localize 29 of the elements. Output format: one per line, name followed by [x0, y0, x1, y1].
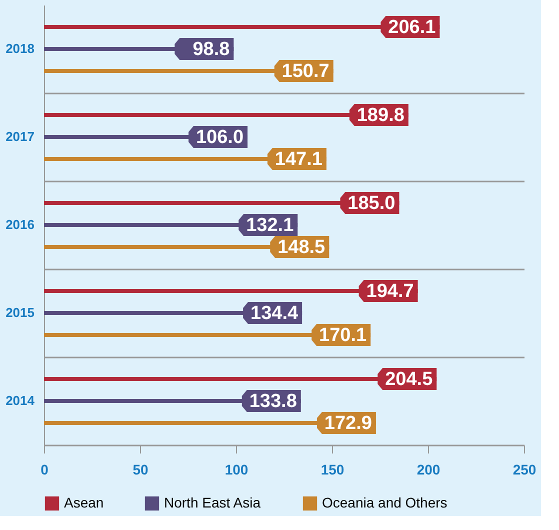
- y-tick-label: 2017: [6, 129, 34, 144]
- data-label: 98.8: [192, 39, 230, 60]
- data-label: 189.8: [356, 105, 404, 126]
- data-label: 134.4: [250, 303, 298, 324]
- data-label: 185.0: [348, 193, 396, 214]
- legend-label: Asean: [64, 494, 104, 510]
- data-label: 148.5: [278, 237, 326, 258]
- x-tick-label: 0: [40, 462, 49, 478]
- y-tick-label: 2018: [6, 41, 34, 56]
- data-label: 106.0: [196, 127, 244, 148]
- data-label: 133.8: [249, 391, 297, 412]
- y-tick-label: 2014: [6, 393, 36, 408]
- data-label: 147.1: [274, 149, 323, 170]
- data-label: 204.5: [385, 369, 434, 390]
- y-tick-label: 2016: [6, 217, 34, 232]
- x-tick-label: 250: [512, 462, 536, 478]
- legend-label: North East Asia: [164, 494, 261, 510]
- x-tick-label: 100: [224, 462, 248, 478]
- y-tick-label: 2015: [6, 305, 34, 320]
- x-tick-label: 200: [416, 462, 440, 478]
- legend-label: Oceania and Others: [322, 494, 448, 510]
- data-label: 206.1: [388, 17, 436, 38]
- data-label: 170.1: [319, 325, 368, 346]
- x-tick-label: 50: [132, 462, 148, 478]
- data-label: 194.7: [366, 281, 414, 302]
- data-label: 150.7: [282, 61, 330, 82]
- data-label: 132.1: [246, 215, 294, 236]
- x-tick-label: 150: [320, 462, 344, 478]
- data-label: 172.9: [324, 413, 372, 434]
